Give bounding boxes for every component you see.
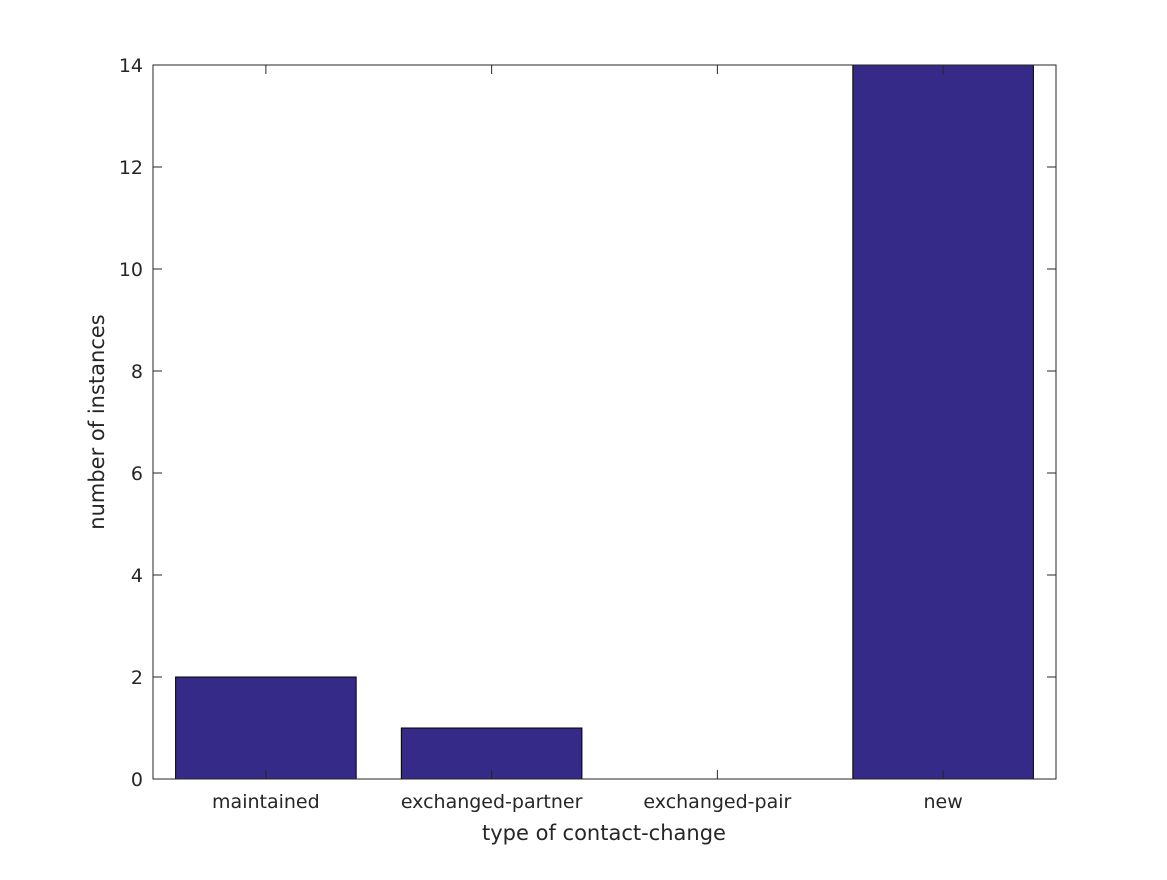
y-axis-title: number of instances: [85, 314, 109, 529]
y-tick-label: 12: [119, 157, 143, 179]
y-tick-label: 4: [131, 565, 143, 587]
bars-layer: [175, 64, 1034, 780]
x-tick-label: new: [923, 791, 962, 813]
ticks-layer: maintained exchanged-partner exchanged-pai…: [119, 55, 1056, 813]
y-tick-label: 0: [131, 769, 143, 791]
x-tick-label: exchanged-partner: [401, 791, 583, 813]
plot-area-frame: [152, 64, 1057, 780]
x-axis-title: type of contact-change: [482, 821, 726, 845]
y-tick-label: 6: [131, 463, 143, 485]
y-tick-label: 10: [119, 259, 143, 281]
y-tick-label: 8: [131, 361, 143, 383]
x-tick-label: exchanged-pair: [643, 791, 791, 813]
y-tick-label: 2: [131, 667, 143, 689]
bar-new: [852, 64, 1034, 780]
bar-maintained: [175, 676, 357, 780]
y-tick-label: 14: [119, 55, 143, 77]
x-tick-label: maintained: [212, 791, 320, 813]
